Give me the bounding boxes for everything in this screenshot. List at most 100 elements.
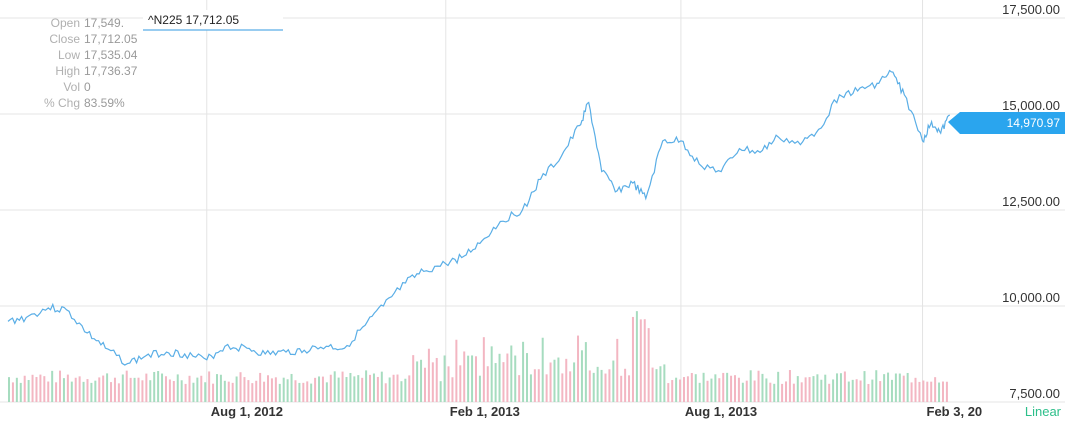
volume-bar [15,377,18,402]
y-tick-label: 17,500.00 [1002,2,1060,17]
volume-bar [439,381,442,402]
volume-bar [408,375,411,402]
volume-bar [98,377,101,402]
volume-bar [172,380,175,402]
volume-bar [761,373,764,402]
volume-bar [628,375,631,402]
volume-bar [267,375,270,402]
volume-bar [27,380,30,402]
volume-bar [663,364,666,402]
volume-bar [274,377,277,402]
volume-bar [282,377,285,402]
volume-bar [777,371,780,402]
volume-bar [518,375,521,402]
volume-bar [102,375,105,402]
volume-bar [753,380,756,402]
volume-bar [388,377,391,402]
volume-bar [321,376,324,402]
volume-bar [141,380,144,402]
volume-bar [726,372,729,402]
volume-bar [565,358,568,402]
volume-bar [573,362,576,402]
volume-bar [824,374,827,402]
volume-bar [875,370,878,402]
volume-bar [675,377,678,402]
volume-bar [769,382,772,402]
volume-bar [149,380,152,402]
volume-bar [365,370,368,402]
volume-bar [137,377,140,402]
volume-bar [526,353,529,402]
volume-bar [922,380,925,402]
ohlc-info-panel: Open 17,549. Close 17,712.05 Low 17,535.04 Hig… [44,16,138,110]
volume-bar [879,381,882,402]
volume-bar [902,375,905,402]
volume-bar [333,371,336,402]
volume-bar [184,383,187,402]
volume-bar [773,383,776,402]
volume-bar [855,379,858,402]
volume-bar [679,379,682,402]
volume-bar [180,380,183,402]
volume-bar [290,373,293,402]
volume-bar [820,379,823,402]
volume-bar [35,377,38,402]
volume-bar [463,351,466,402]
volume-bar [251,383,254,402]
volume-bar [117,383,120,402]
info-value: 0 [84,80,91,94]
volume-bar [600,369,603,402]
volume-bar [792,383,795,402]
volume-bar [561,373,564,402]
volume-bar [380,371,383,402]
volume-bar [553,359,556,402]
volume-bar [537,369,540,402]
volume-bar [867,383,870,402]
current-price-tag: 14,970.97 [948,112,1065,134]
volume-bar [431,362,434,402]
volume-bar [859,380,862,402]
volume-bar [110,382,113,402]
volume-bar [467,355,470,402]
volume-bar [247,380,250,402]
volume-bar [400,381,403,402]
volume-bar [325,382,328,402]
volume-bar [223,380,226,402]
volume-bar [196,377,199,402]
volume-bar [659,366,662,402]
volume-bar [255,380,258,402]
volume-bar [121,374,124,402]
volume-bar [337,377,340,402]
volume-bar [384,383,387,402]
volume-bar [682,377,685,402]
volume-bar [376,376,379,402]
volume-bar [318,376,321,402]
volume-bar [522,341,525,402]
volume-bar [188,375,191,402]
info-value: 17,712.05 [84,32,138,46]
volume-bar [836,373,839,402]
volume-bar [55,382,58,402]
volume-bar [698,382,701,402]
info-key: High [55,64,80,78]
volume-bar [800,382,803,402]
volume-bar [59,370,62,402]
volume-bar [145,373,148,402]
y-tick-label: 7,500.00 [1009,386,1060,401]
volume-bar [39,374,42,402]
volume-bar [192,382,195,402]
volume-bar [208,371,211,402]
volume-bar [420,359,423,402]
volume-bar [926,381,929,402]
scale-toggle-linear[interactable]: Linear [1025,404,1062,419]
info-key: Low [58,48,80,62]
info-key: Vol [63,80,80,94]
volume-bar [596,366,599,402]
current-price-label: 14,970.97 [1007,116,1061,130]
volume-bar [231,382,234,402]
volume-bar [941,381,944,402]
volume-bar [423,367,426,402]
volume-bar [329,374,332,402]
volume-bar [62,378,65,402]
